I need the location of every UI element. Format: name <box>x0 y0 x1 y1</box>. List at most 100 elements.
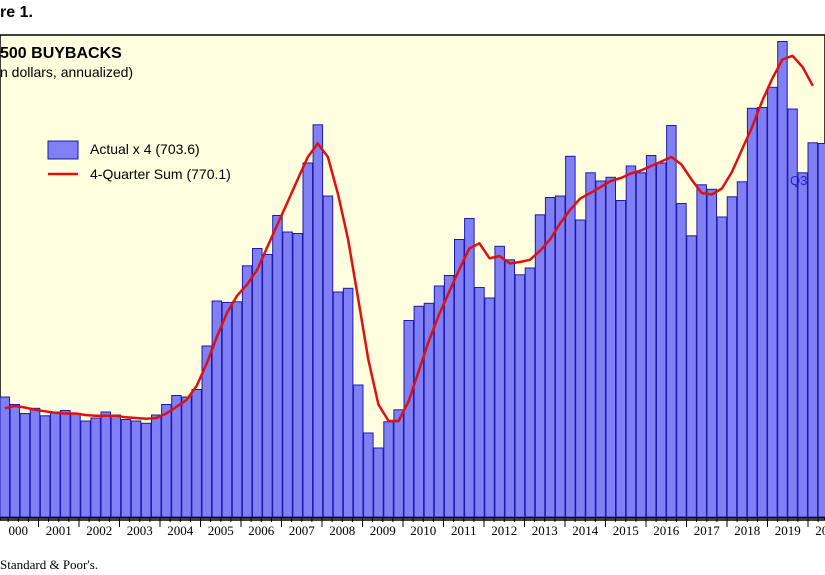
bar <box>60 410 71 518</box>
bar <box>625 165 637 518</box>
legend-bar-swatch <box>47 140 79 160</box>
bar <box>746 107 758 518</box>
x-tick-label: 2009 <box>370 523 396 538</box>
bar <box>19 413 31 518</box>
bar <box>221 302 233 518</box>
bar <box>676 203 687 518</box>
bar <box>80 420 91 518</box>
bar <box>403 320 414 518</box>
x-tick-label: 2017 <box>694 523 721 538</box>
bar <box>191 389 202 518</box>
bar <box>454 239 465 518</box>
chart-title: 500 BUYBACKS <box>0 45 122 62</box>
bar <box>686 235 697 518</box>
x-tick-label: 2004 <box>167 523 194 538</box>
bar <box>151 414 162 518</box>
bar <box>201 345 212 518</box>
bar <box>494 245 505 518</box>
figure-label: re 1. <box>0 4 33 21</box>
bar <box>615 200 627 518</box>
x-tick-label: 2012 <box>491 523 517 538</box>
x-axis: 000 2001 2002 2003 2004 2005 2006 2007 2008 2009 2… <box>0 517 825 538</box>
bar <box>29 407 41 518</box>
bar <box>120 419 132 518</box>
x-tick-label: 2008 <box>329 523 355 538</box>
bar <box>130 420 142 518</box>
bar <box>39 415 51 518</box>
bar <box>797 172 808 518</box>
bar <box>443 275 455 518</box>
bar <box>272 215 283 518</box>
bar <box>252 248 263 518</box>
legend: Actual x 4 (703.6) 4-Quarter Sum (770.1) <box>47 140 231 182</box>
x-tick-label: 2014 <box>572 523 599 538</box>
bar <box>90 417 101 518</box>
x-tick-label: 2016 <box>653 523 680 538</box>
bar <box>241 265 253 518</box>
bar <box>666 125 677 518</box>
x-tick-label: 2019 <box>775 523 801 538</box>
x-tick-label: 2013 <box>532 523 558 538</box>
bars-layer <box>0 41 825 518</box>
bar <box>262 254 273 518</box>
bar <box>807 142 818 518</box>
x-tick-label: 2020 <box>815 523 825 538</box>
bar <box>757 107 768 518</box>
x-tick-label: 2015 <box>613 523 639 538</box>
bar <box>544 197 556 518</box>
bar <box>635 172 647 518</box>
bar <box>181 396 192 518</box>
bar <box>161 404 172 518</box>
bar <box>504 259 515 518</box>
bar <box>524 267 536 518</box>
bar <box>322 195 334 518</box>
bar <box>423 302 435 518</box>
x-tick-label: 000 <box>9 523 29 538</box>
legend-line-label: 4-Quarter Sum (770.1) <box>90 166 231 182</box>
bar <box>736 181 748 518</box>
bar <box>302 162 313 518</box>
bar <box>575 219 586 518</box>
bar <box>534 214 546 518</box>
x-tick-label: 2007 <box>289 523 316 538</box>
bar <box>211 300 223 518</box>
bar <box>514 274 526 518</box>
bar <box>413 305 425 518</box>
bar <box>726 196 738 518</box>
bar <box>484 297 495 518</box>
bar <box>605 176 616 518</box>
bar <box>332 291 344 518</box>
bar <box>50 411 61 518</box>
bar <box>565 155 576 518</box>
bar <box>100 411 111 518</box>
bar <box>656 162 667 518</box>
bar <box>383 421 394 518</box>
bar <box>9 404 21 518</box>
bar <box>353 384 364 518</box>
bar <box>433 285 445 518</box>
bar <box>171 395 182 518</box>
x-tick-label: 2001 <box>46 523 72 538</box>
bar <box>464 218 475 518</box>
x-tick-label: 2006 <box>248 523 275 538</box>
bar <box>474 287 485 518</box>
chart-subtitle: n dollars, annualized) <box>0 64 133 80</box>
bar <box>595 180 606 518</box>
bar <box>645 155 657 518</box>
bar <box>817 143 825 518</box>
bar <box>363 432 374 518</box>
bar <box>140 422 152 518</box>
bar <box>282 231 293 518</box>
series-line <box>4 54 814 423</box>
x-tick-label: 2018 <box>734 523 760 538</box>
x-tick-label: 2005 <box>208 523 234 538</box>
bar <box>787 108 798 518</box>
bar <box>555 195 566 518</box>
bar <box>312 124 324 518</box>
bar <box>0 396 10 518</box>
bar <box>110 414 122 518</box>
bar <box>373 447 384 518</box>
x-tick-label: 2011 <box>451 523 477 538</box>
bar <box>777 41 788 518</box>
